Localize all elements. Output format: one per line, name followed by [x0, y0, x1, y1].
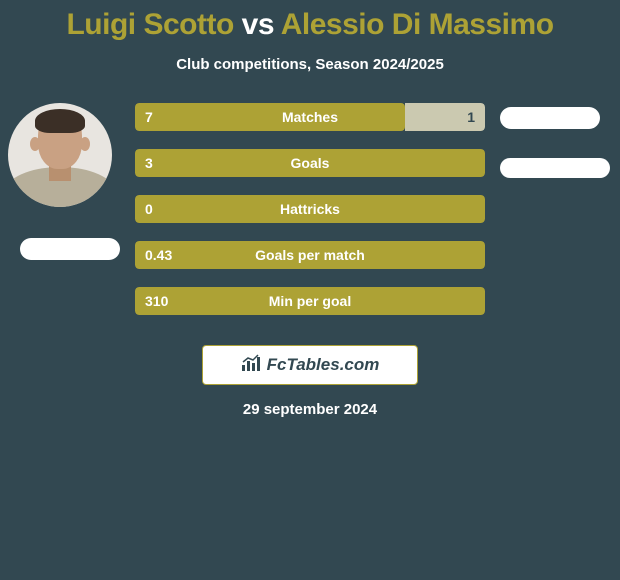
player2-name: Alessio Di Massimo [281, 8, 554, 41]
avatar-figure [8, 103, 112, 207]
comparison-body: 7Matches1 3Goals 0Hattricks 0.43Goals per m… [0, 103, 620, 333]
player1-avatar [8, 103, 112, 207]
stat-label: Goals per match [135, 241, 485, 269]
stat-label: Goals [135, 149, 485, 177]
date-text: 29 september 2024 [0, 401, 620, 418]
vs-text: vs [242, 8, 274, 41]
player1-name: Luigi Scotto [66, 8, 233, 41]
subtitle: Club competitions, Season 2024/2025 [0, 56, 620, 73]
stat-row: 7Matches1 [135, 103, 485, 131]
stat-row: 0Hattricks [135, 195, 485, 223]
stat-label: Hattricks [135, 195, 485, 223]
stat-row: 3Goals [135, 149, 485, 177]
stat-label: Min per goal [135, 287, 485, 315]
stat-row: 0.43Goals per match [135, 241, 485, 269]
logo-text: FcTables.com [267, 355, 380, 375]
comparison-title: Luigi Scotto vs Alessio Di Massimo [0, 0, 620, 42]
stat-row: 310Min per goal [135, 287, 485, 315]
site-logo[interactable]: FcTables.com [202, 345, 418, 385]
chart-icon [241, 354, 263, 377]
stat-bars: 7Matches1 3Goals 0Hattricks 0.43Goals per m… [135, 103, 485, 333]
stat-label: Matches [135, 103, 485, 131]
player1-name-pill [20, 238, 120, 260]
player2-name-pill [500, 158, 610, 178]
stat-value-right: 1 [467, 103, 475, 131]
player2-avatar-placeholder [500, 107, 600, 129]
